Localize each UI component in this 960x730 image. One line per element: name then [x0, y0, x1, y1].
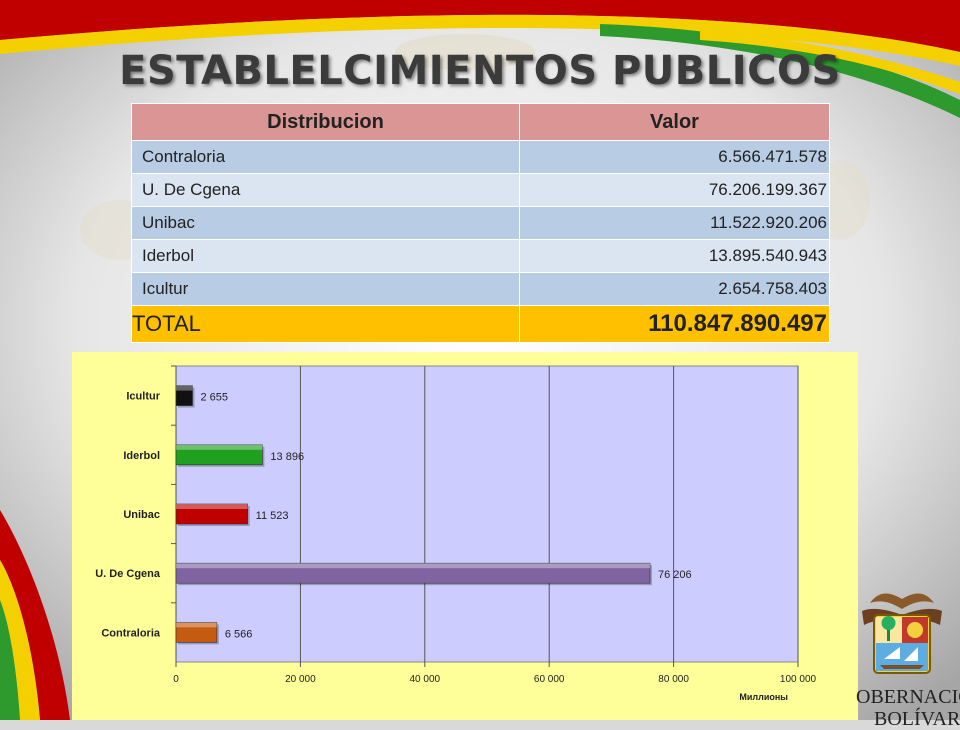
- data-label: 2 655: [201, 392, 229, 404]
- table-header-row: Distribucion Valor: [131, 103, 830, 141]
- plot-area: [175, 365, 799, 663]
- bar-contraloria: [175, 622, 218, 643]
- bar-chart: 0 20 000 40 000 60 000 80 000 100 000 Contralo…: [95, 365, 817, 702]
- bar-unibac: [175, 503, 248, 525]
- bar-icultur: [175, 385, 193, 406]
- y-tick-label: Iderbol: [123, 450, 160, 462]
- logo-text: OBERNACIÓN BOLÍVAR: [856, 686, 960, 730]
- row-value: 11.522.920.206: [519, 206, 830, 240]
- row-value: 13.895.540.943: [519, 239, 830, 273]
- total-label: TOTAL: [131, 305, 520, 343]
- x-tick-label: 60 000: [534, 674, 565, 685]
- header-valor: Valor: [519, 103, 830, 141]
- header-distribucion: Distribucion: [131, 103, 520, 141]
- data-label: 76 206: [658, 569, 692, 581]
- x-tick-label: 100 000: [780, 674, 817, 685]
- x-tick-label: 80 000: [658, 674, 689, 685]
- logo-text-line1: OBERNACIÓN: [856, 686, 960, 708]
- row-name: Unibac: [131, 206, 520, 240]
- unit-label: Миллионы: [739, 692, 788, 702]
- data-label: 11 523: [256, 510, 289, 522]
- table-row: U. De Cgena 76.206.199.367: [131, 173, 830, 207]
- row-name: Iderbol: [131, 239, 520, 273]
- bar-highlight: [176, 385, 193, 391]
- x-tick-label: 20 000: [285, 674, 316, 685]
- data-label: 6 566: [225, 628, 253, 640]
- bar-iderbol: [175, 444, 263, 466]
- table-row: Icultur 2.654.758.403: [131, 272, 830, 306]
- bar-highlight: [176, 504, 248, 509]
- table-row: Unibac 11.522.920.206: [131, 206, 830, 240]
- row-value: 76.206.199.367: [519, 173, 830, 207]
- logo-text-line2: BOLÍVAR: [874, 708, 960, 730]
- x-tick-label: 40 000: [410, 674, 441, 685]
- x-tick-label: 0: [173, 674, 179, 685]
- y-tick-label: U. De Cgena: [95, 568, 161, 580]
- bar-highlight: [176, 444, 263, 450]
- y-tick-label: Contraloria: [101, 627, 161, 639]
- table-row: Iderbol 13.895.540.943: [131, 239, 830, 273]
- row-value: 2.654.758.403: [519, 272, 830, 306]
- row-name: Icultur: [131, 272, 520, 306]
- table-row: Contraloria 6.566.471.578: [131, 140, 830, 174]
- distribution-table: Distribucion Valor Contraloria 6.566.471…: [131, 103, 830, 343]
- row-name: U. De Cgena: [131, 173, 520, 207]
- total-value: 110.847.890.497: [519, 305, 830, 343]
- coat-of-arms-icon: [862, 593, 942, 674]
- bar-u-de-cgena: [175, 562, 651, 584]
- data-label: 13 896: [270, 451, 304, 463]
- table-total-row: TOTAL 110.847.890.497: [131, 305, 830, 343]
- slide-title: ESTABLELCIMIENTOS PUBLICOS: [119, 48, 841, 94]
- bar-chart-frame: 0 20 000 40 000 60 000 80 000 100 000 Contralo…: [72, 352, 858, 720]
- y-tick-label: Unibac: [123, 509, 160, 521]
- bar-highlight: [176, 563, 651, 569]
- row-name: Contraloria: [131, 140, 520, 174]
- bar-highlight: [176, 622, 217, 628]
- row-value: 6.566.471.578: [519, 140, 830, 174]
- y-tick-label: Icultur: [126, 391, 160, 403]
